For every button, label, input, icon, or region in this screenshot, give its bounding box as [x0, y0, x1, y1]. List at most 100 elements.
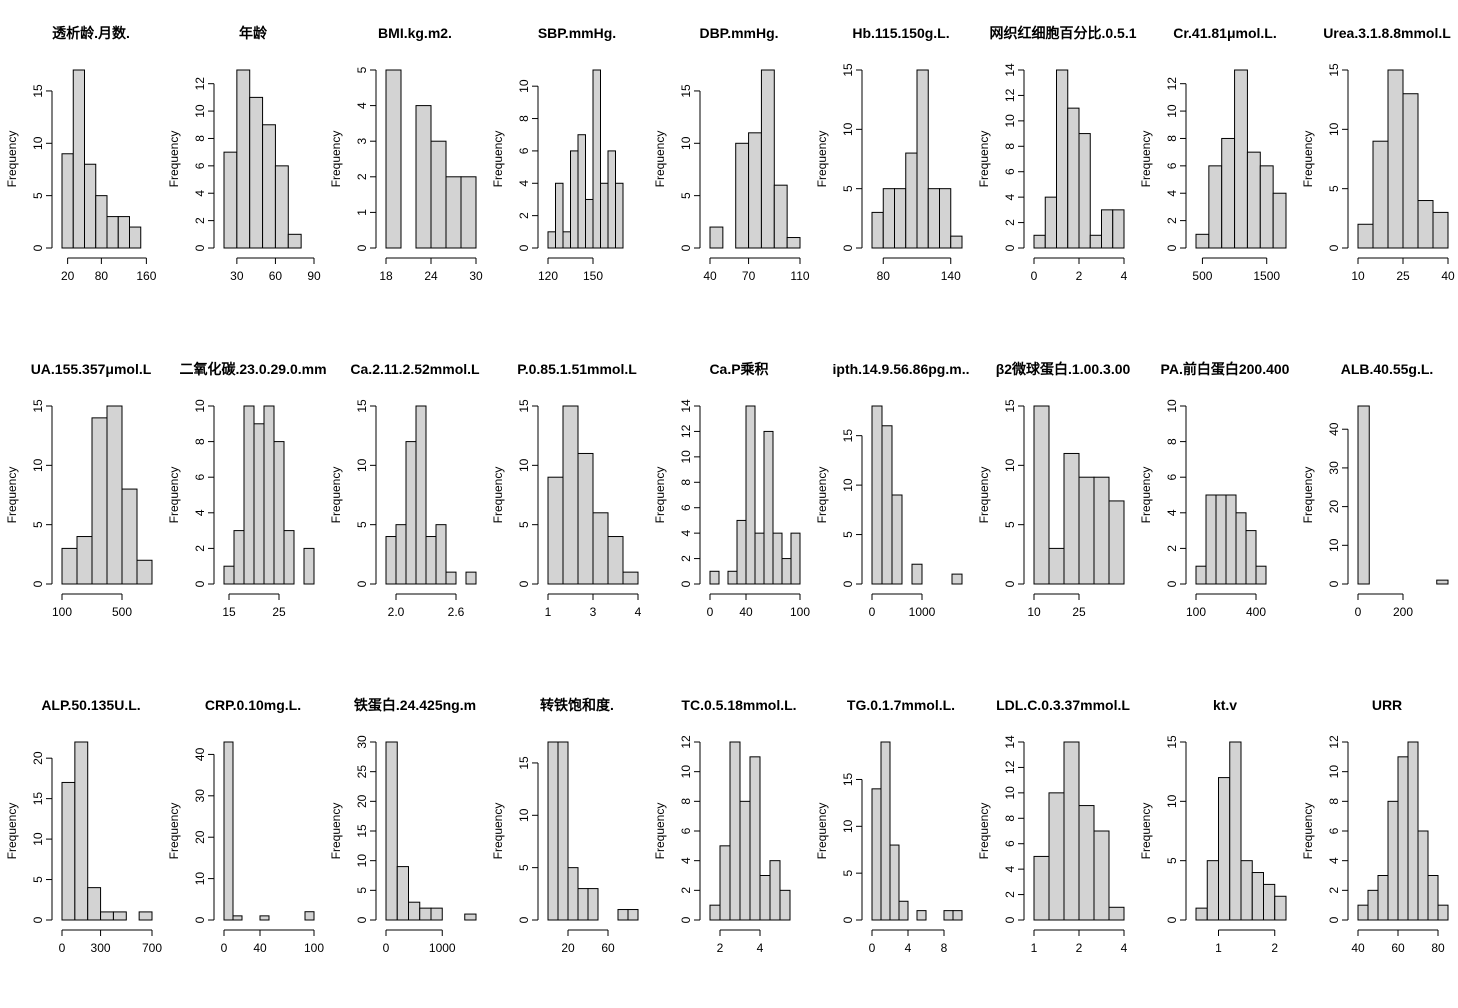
histogram-bar [786, 237, 801, 249]
y-tick-label: 25 [355, 765, 369, 779]
histogram-bar [236, 69, 251, 249]
histogram-bar [1387, 69, 1404, 249]
y-tick-label: 4 [1003, 193, 1017, 200]
histogram-panel: ALP.50.135U.L. Frequency 0 5 10 15 20 0 300 700 [5, 697, 162, 955]
histogram-panel: CRP.0.10mg.L. Frequency 0 10 20 30 40 0 40 100 [167, 697, 324, 955]
y-tick-label: 5 [31, 192, 45, 199]
x-tick-label: 0 [707, 605, 714, 619]
histogram-panel: Cr.41.81μmol.L. Frequency 0 2 4 6 8 10 12 500 1500 [1139, 25, 1287, 283]
y-tick-label: 10 [679, 765, 693, 779]
chart-title: Ca.2.11.2.52mmol.L [350, 361, 480, 377]
x-tick-label: 8 [941, 941, 948, 955]
y-tick-label: 5 [517, 521, 531, 528]
y-axis-label: Frequency [653, 803, 667, 860]
x-tick-label: 2 [1076, 269, 1083, 283]
y-tick-label: 4 [355, 102, 369, 109]
histogram-bar [749, 756, 761, 921]
y-tick-label: 5 [355, 66, 369, 73]
x-tick-label: 25 [1396, 269, 1410, 283]
histogram-bar [1033, 234, 1046, 249]
y-tick-label: 8 [1003, 815, 1017, 822]
histogram-bar [709, 904, 721, 921]
y-tick-label: 4 [193, 190, 207, 197]
histogram-bar [263, 405, 275, 585]
y-tick-label: 40 [1327, 422, 1341, 436]
y-tick-label: 10 [1327, 538, 1341, 552]
y-tick-label: 8 [1165, 438, 1179, 445]
histogram-bar [435, 524, 447, 585]
histogram-bar [232, 915, 243, 921]
x-tick-label: 15 [222, 605, 236, 619]
x-tick-label: 25 [1072, 605, 1086, 619]
x-tick-label: 700 [142, 941, 162, 955]
y-tick-label: 8 [1327, 798, 1341, 805]
y-tick-label: 10 [1003, 458, 1017, 472]
histogram-bar [1387, 800, 1399, 921]
histogram-bar [557, 741, 569, 921]
histogram-bar [1067, 107, 1080, 249]
x-tick-label: 2 [1076, 941, 1083, 955]
histogram-bar [1093, 476, 1110, 585]
histogram-bar [951, 573, 963, 585]
histogram-bar [916, 69, 929, 249]
y-tick-label: 0 [517, 244, 531, 251]
y-tick-label: 10 [517, 79, 531, 93]
y-tick-label: 14 [1003, 63, 1017, 77]
histogram-bar [1221, 137, 1236, 249]
histogram-bar [465, 571, 477, 585]
y-tick-label: 10 [31, 832, 45, 846]
histogram-bar [1215, 494, 1227, 585]
histogram-bar [592, 512, 609, 585]
x-tick-label: 0 [383, 941, 390, 955]
y-tick-label: 0 [1327, 244, 1341, 251]
histogram-bar [259, 915, 270, 921]
x-tick-label: 100 [52, 605, 72, 619]
y-axis-label: Frequency [1301, 803, 1315, 860]
histogram-bar [1078, 133, 1091, 249]
histogram-panel: 铁蛋白.24.425ng.m Frequency 0 5 10 15 20 25 30 0 1000 [329, 697, 477, 955]
chart-title: Cr.41.81μmol.L. [1173, 25, 1277, 41]
y-tick-label: 0 [841, 580, 855, 587]
y-tick-label: 10 [31, 136, 45, 150]
y-tick-label: 4 [517, 180, 531, 187]
histogram-bar [577, 888, 589, 921]
y-tick-label: 10 [355, 854, 369, 868]
histogram-bar [1195, 233, 1210, 249]
histogram-bar [223, 741, 234, 921]
y-tick-label: 5 [1003, 521, 1017, 528]
histogram-bar [779, 889, 791, 921]
chart-title: TG.0.1.7mmol.L. [847, 697, 955, 713]
y-tick-label: 30 [355, 735, 369, 749]
y-tick-label: 0 [193, 580, 207, 587]
histogram-bar [287, 233, 302, 249]
x-tick-label: 200 [1393, 605, 1413, 619]
histogram-bar [1033, 855, 1050, 921]
histogram-bar [627, 909, 639, 921]
y-axis-label: Frequency [329, 803, 343, 860]
x-tick-label: 100 [790, 605, 810, 619]
y-tick-label: 5 [355, 887, 369, 894]
y-tick-label: 0 [31, 580, 45, 587]
x-tick-label: 400 [1246, 605, 1266, 619]
chart-title: URR [1372, 697, 1402, 713]
histogram-bar [729, 741, 741, 921]
y-tick-label: 10 [193, 104, 207, 118]
y-tick-label: 30 [1327, 461, 1341, 475]
histogram-bar [129, 226, 142, 249]
histogram-bar [106, 216, 119, 249]
y-tick-label: 20 [1327, 500, 1341, 514]
histogram-bar [396, 866, 409, 921]
y-tick-label: 2 [193, 217, 207, 224]
x-tick-label: 0 [869, 941, 876, 955]
histogram-bar [735, 142, 750, 249]
x-tick-label: 60 [601, 941, 615, 955]
y-tick-label: 4 [1327, 857, 1341, 864]
histogram-bar [1044, 196, 1057, 249]
x-tick-label: 2.6 [448, 605, 465, 619]
histogram-bar [1078, 476, 1095, 585]
y-tick-label: 20 [31, 751, 45, 765]
x-tick-label: 1000 [909, 605, 936, 619]
y-tick-label: 8 [1003, 143, 1017, 150]
histogram-bar [1367, 889, 1379, 921]
histogram-bar [1240, 860, 1253, 921]
